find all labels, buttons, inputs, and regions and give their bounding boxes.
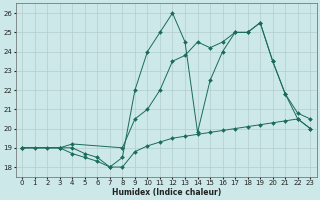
X-axis label: Humidex (Indice chaleur): Humidex (Indice chaleur)	[112, 188, 221, 197]
